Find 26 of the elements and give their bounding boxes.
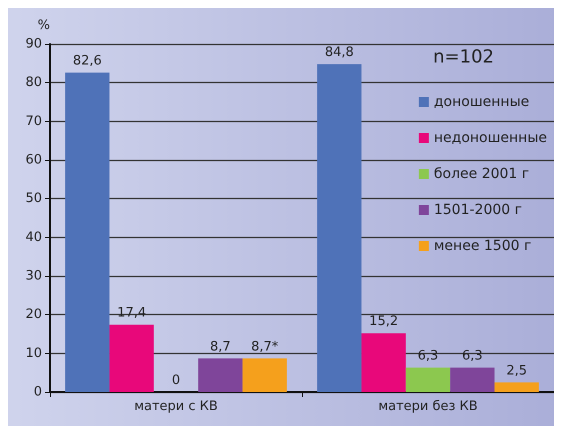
x-tick-label: матери без КВ	[378, 399, 478, 414]
data-label: 15,2	[369, 314, 398, 330]
legend-label: доношенные	[434, 94, 530, 110]
data-label: 8,7*	[251, 339, 279, 354]
y-tick-label: 50	[25, 191, 42, 206]
x-tick-label: матери с КВ	[134, 399, 218, 414]
annotation: n=102	[433, 46, 494, 68]
y-tick-label: 30	[25, 268, 42, 284]
data-label: 84,8	[324, 45, 354, 60]
y-tick-label: 90	[25, 36, 42, 52]
y-tick-label: 70	[25, 114, 42, 129]
data-label: 8,7	[210, 339, 231, 354]
y-tick-label: 10	[25, 346, 42, 361]
y-axis-title: %	[38, 18, 50, 33]
y-tick-label: 80	[25, 75, 42, 90]
y-tick-label: 20	[25, 307, 42, 322]
legend-label: менее 1500 г	[434, 238, 532, 254]
data-label: 2,5	[506, 363, 528, 378]
legend-label: недоношенные	[434, 130, 548, 146]
y-tick-label: 60	[25, 152, 42, 168]
y-tick-label: 40	[25, 230, 42, 245]
legend-label: более 2001 г	[434, 166, 530, 182]
legend-label: 1501-2000 г	[434, 202, 522, 218]
data-label: 82,6	[72, 54, 102, 69]
y-tick-label: 0	[34, 384, 42, 400]
data-label: 0	[172, 373, 180, 388]
